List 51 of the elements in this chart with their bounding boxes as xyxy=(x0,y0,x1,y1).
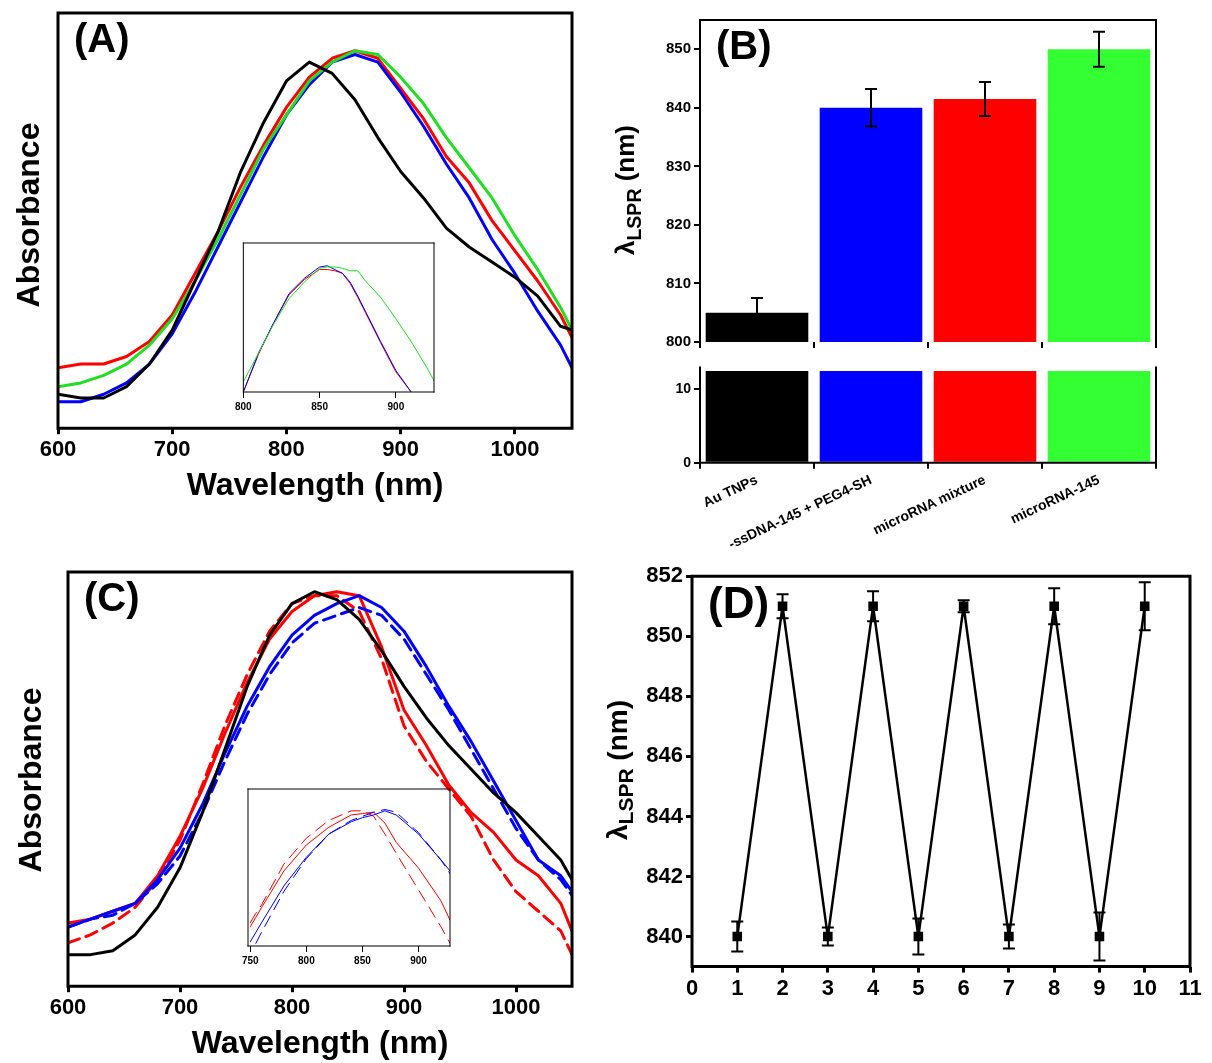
x-tick-label: 800 xyxy=(268,436,305,462)
x-tick-label: 900 xyxy=(385,994,423,1020)
y-tick-label: 840 xyxy=(665,97,691,115)
x-tick-label: 1000 xyxy=(490,436,540,462)
x-tick-label: 850 xyxy=(354,954,372,966)
x-tick-label: 850 xyxy=(311,400,329,412)
y-tick-label: 810 xyxy=(665,273,691,291)
annotation: (A) xyxy=(74,16,130,61)
y-tick-label: 800 xyxy=(665,332,691,350)
y-tick-label: 10 xyxy=(675,380,692,397)
x-tick-label: 800 xyxy=(235,400,253,412)
y-tick-label: 844 xyxy=(646,802,684,828)
y-tick-label: 850 xyxy=(646,622,683,648)
x-tick-label: 11 xyxy=(1178,974,1202,1000)
x-tick-label: 8 xyxy=(1048,974,1061,1000)
x-tick-label: 800 xyxy=(273,994,311,1020)
y-tick-label: 852 xyxy=(646,562,683,588)
x-tick-label: 900 xyxy=(410,954,428,966)
y-tick-label: 830 xyxy=(665,156,691,174)
x-axis-title: Wavelength (nm) xyxy=(186,465,444,502)
y-axis-title: Absorbance xyxy=(9,122,47,308)
x-tick-label: 2 xyxy=(776,974,789,1000)
x-tick-label: 600 xyxy=(49,994,87,1020)
x-tick-label: 6 xyxy=(957,974,970,1000)
annotation: (C) xyxy=(84,575,140,620)
x-tick-label: 1 xyxy=(731,974,744,1000)
x-tick-label: 900 xyxy=(387,400,405,412)
y-tick-label: 840 xyxy=(646,922,683,948)
x-tick-label: 7 xyxy=(1002,974,1016,1000)
x-tick-label: 1000 xyxy=(491,994,541,1020)
x-tick-label: 10 xyxy=(1132,974,1157,1000)
y-tick-label: 846 xyxy=(646,742,683,768)
x-tick-label: Au TNPs xyxy=(700,471,761,511)
y-tick-label: 850 xyxy=(665,39,691,57)
y-tick-label: 842 xyxy=(646,862,683,888)
annotation: (D) xyxy=(708,578,770,628)
x-tick-label: 9 xyxy=(1093,974,1106,1000)
x-tick-label: 4 xyxy=(866,974,880,1000)
y-tick-label: 848 xyxy=(646,682,683,708)
y-axis-title: Absorbance xyxy=(11,687,49,873)
x-tick-label: 800 xyxy=(298,954,316,966)
annotation: (B) xyxy=(716,23,772,68)
x-tick-label: 3 xyxy=(821,974,834,1000)
y-tick-label: 820 xyxy=(665,215,691,233)
x-tick-label: 600 xyxy=(39,436,77,462)
x-tick-label: 900 xyxy=(382,436,420,462)
x-tick-label: 700 xyxy=(161,994,199,1020)
x-tick-label: 700 xyxy=(153,436,191,462)
x-axis-title: Wavelength (nm) xyxy=(191,1023,449,1060)
x-tick-label: 750 xyxy=(241,954,260,966)
x-tick-label: 5 xyxy=(912,974,925,1000)
